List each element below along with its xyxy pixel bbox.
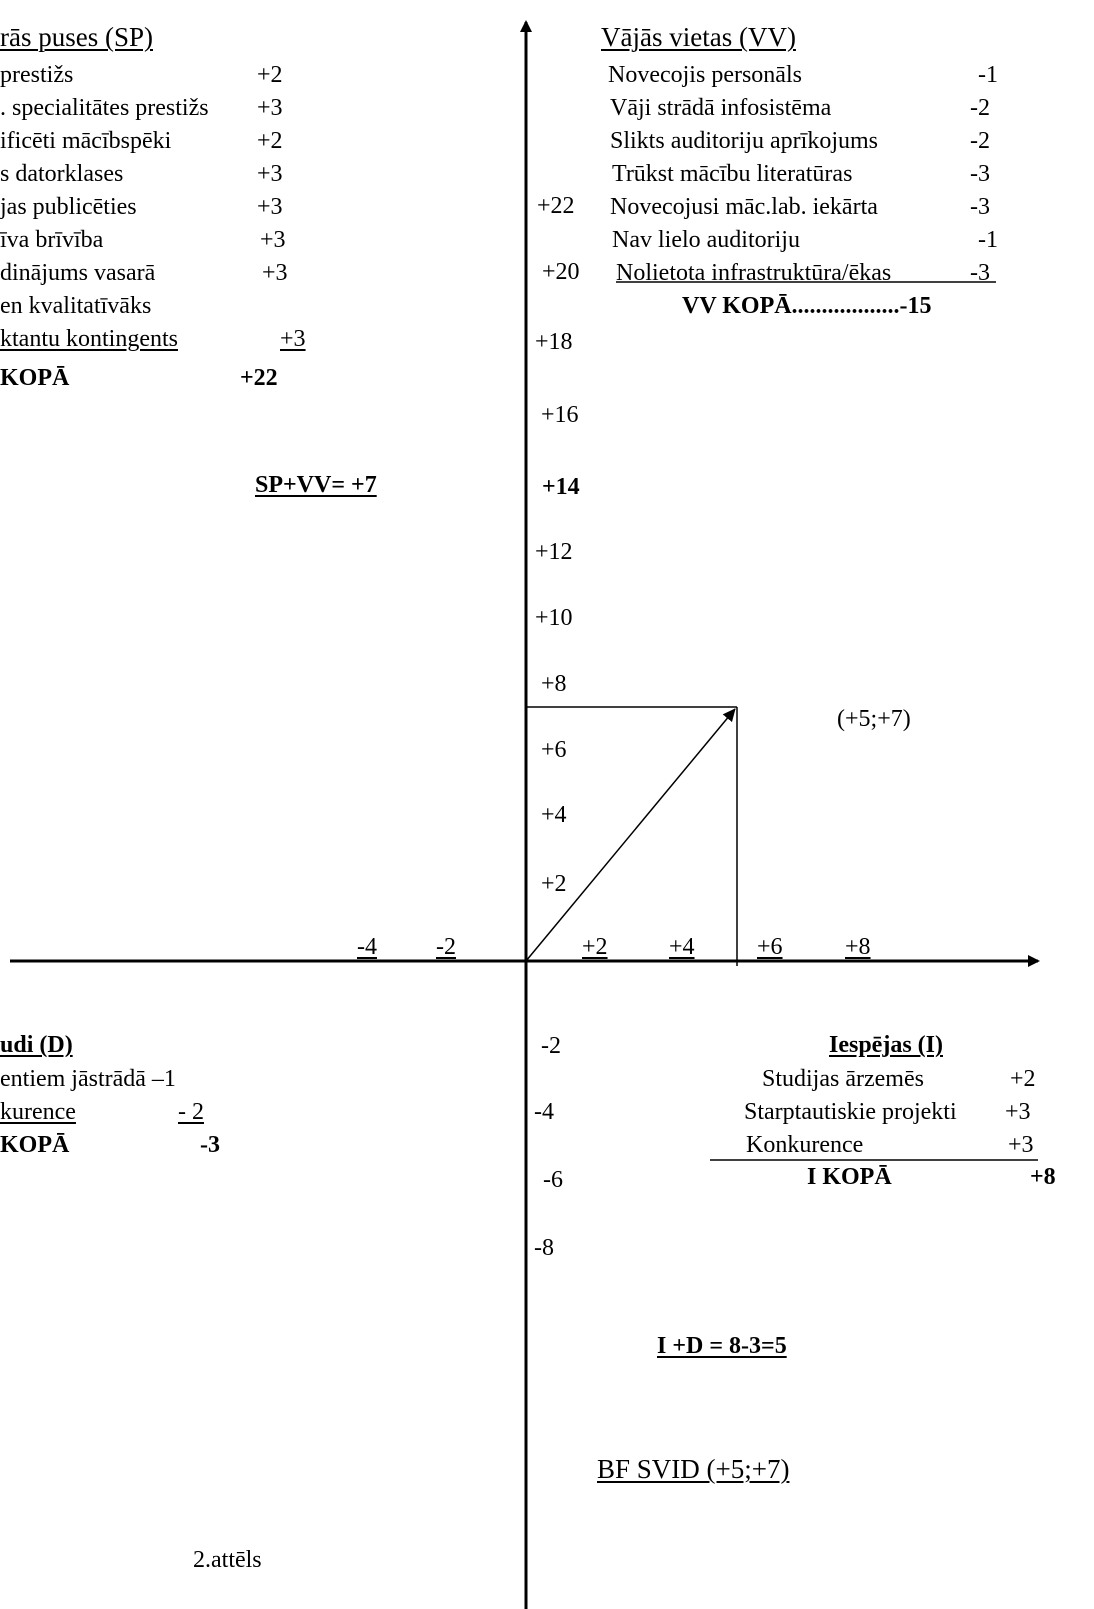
i-item-value: +2 <box>1010 1066 1036 1092</box>
vv-item-label: Nav lielo auditoriju <box>612 227 800 253</box>
result-vector <box>525 708 736 962</box>
y-tick-label: +6 <box>541 737 567 763</box>
y-tick-label: +8 <box>541 671 567 697</box>
sp-item-value: +3 <box>260 227 286 253</box>
x-tick-label: +6 <box>757 934 783 960</box>
vv-item-value: -2 <box>970 128 990 154</box>
sp-item-label: prestižs <box>0 62 74 88</box>
i-title: Iespējas (I) <box>829 1032 943 1058</box>
vv-item-label: Slikts auditoriju aprīkojums <box>610 128 878 154</box>
d-total-value: -3 <box>200 1132 220 1158</box>
sp-item-value: +2 <box>257 128 283 154</box>
sp-item-label: īva brīvība <box>0 227 104 253</box>
y-tick-label: -8 <box>534 1235 554 1261</box>
x-tick-label: +4 <box>669 934 695 960</box>
x-tick-label: +2 <box>582 934 608 960</box>
y-tick-label: +18 <box>535 329 573 355</box>
sp-item-label: dinājums vasarā <box>0 260 156 286</box>
sp-item-value: +3 <box>257 95 283 121</box>
i-item-value: +3 <box>1005 1099 1031 1125</box>
y-tick-label: -6 <box>543 1167 563 1193</box>
vv-item-value: -3 <box>970 260 990 286</box>
sp-item-label: . specialitātes prestižs <box>0 95 209 121</box>
sp-total-label: KOPĀ <box>0 365 70 391</box>
vv-item-value: -1 <box>978 227 998 253</box>
sp-item-value: +2 <box>257 62 283 88</box>
y-tick-label: +20 <box>542 259 580 285</box>
y-tick-label: +12 <box>535 539 573 565</box>
point-label: (+5;+7) <box>837 706 911 732</box>
y-tick-label: +22 <box>537 193 575 219</box>
x-tick-label: +8 <box>845 934 871 960</box>
figure-caption: 2.attēls <box>193 1547 262 1573</box>
y-tick-label: +10 <box>535 605 573 631</box>
sp-item-label: jas publicēties <box>0 194 137 220</box>
y-tick-label: +14 <box>542 474 580 500</box>
y-tick-label: -2 <box>541 1033 561 1059</box>
sp-item-label: ificēti mācībspēki <box>0 128 172 154</box>
vv-item-label: Novecojis personāls <box>608 62 802 88</box>
d-title: udi (D) <box>0 1032 73 1058</box>
i-d-sum: I +D = 8-3=5 <box>657 1333 787 1359</box>
vv-item-label: Trūkst mācību literatūras <box>612 161 853 187</box>
sp-item-value: +3 <box>262 260 288 286</box>
y-tick-label: +4 <box>541 802 567 828</box>
sp-item-value: +3 <box>257 194 283 220</box>
sp-item-value: +3 <box>257 161 283 187</box>
sp-item-value: +3 <box>280 326 306 352</box>
i-item-label: Studijas ārzemēs <box>762 1066 924 1092</box>
i-total-label: I KOPĀ <box>807 1164 892 1190</box>
d-item-1-value: - 2 <box>178 1099 204 1125</box>
vv-item-value: -3 <box>970 194 990 220</box>
vv-item-value: -1 <box>978 62 998 88</box>
vv-title: Vājās vietas (VV) <box>601 22 796 52</box>
vv-item-label: Nolietota infrastruktūra/ēkas <box>616 260 892 286</box>
vv-item-label: Vāji strādā infosistēma <box>610 95 832 121</box>
x-tick-label: -2 <box>436 934 456 960</box>
result-label: BF SVID (+5;+7) <box>597 1454 790 1484</box>
vv-item-label: Novecojusi māc.lab. iekārta <box>610 194 878 220</box>
y-tick-label: +16 <box>541 402 579 428</box>
x-tick-label: -4 <box>357 934 377 960</box>
d-item-1: kurence <box>0 1099 76 1125</box>
sp-total-value: +22 <box>240 365 278 391</box>
i-item-label: Starptautiskie projekti <box>744 1099 957 1125</box>
sp-item-label: en kvalitatīvāks <box>0 293 152 319</box>
y-tick-label: -4 <box>534 1099 554 1125</box>
sp-title: rās puses (SP) <box>0 22 153 52</box>
i-item-value: +3 <box>1008 1132 1034 1158</box>
d-total-label: KOPĀ <box>0 1132 70 1158</box>
sp-vv-sum: SP+VV= +7 <box>255 472 377 498</box>
i-item-label: Konkurence <box>746 1132 864 1158</box>
vv-item-value: -3 <box>970 161 990 187</box>
sp-item-label: s datorklases <box>0 161 124 187</box>
vv-item-value: -2 <box>970 95 990 121</box>
sp-item-label: ktantu kontingents <box>0 326 178 352</box>
i-total-value: +8 <box>1030 1164 1056 1190</box>
vv-total: VV KOPĀ..................-15 <box>682 293 932 319</box>
d-item-0: entiem jāstrādā –1 <box>0 1066 176 1092</box>
y-tick-label: +2 <box>541 871 567 897</box>
